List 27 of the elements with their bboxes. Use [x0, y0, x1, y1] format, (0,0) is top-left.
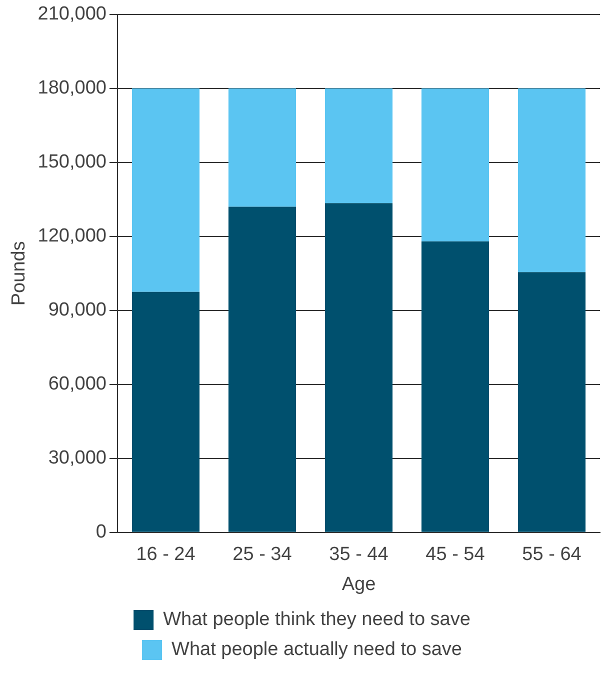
bar [228, 206, 296, 532]
x-axis-title: Age [342, 574, 376, 595]
bar [132, 88, 200, 292]
y-tick-label: 210,000 [38, 4, 106, 25]
bar [132, 292, 200, 532]
bar [518, 88, 586, 272]
x-tick-label: 16 - 24 [136, 544, 196, 566]
bar [518, 272, 586, 532]
bar [421, 88, 490, 242]
y-tick-label: 120,000 [38, 226, 106, 247]
x-tick-label: 25 - 34 [232, 544, 292, 566]
y-tick-label: 0 [96, 522, 106, 543]
x-tick-label: 35 - 44 [329, 544, 389, 566]
bar [421, 241, 490, 532]
legend-label: What people actually need to save [172, 639, 462, 660]
y-tick-label: 180,000 [38, 78, 106, 99]
y-tick-label: 150,000 [38, 152, 106, 173]
bar [324, 203, 393, 532]
y-axis-title: Pounds [8, 241, 30, 306]
x-tick-label: 55 - 64 [522, 544, 582, 566]
bar [324, 88, 393, 204]
bar [228, 88, 296, 207]
x-tick-label: 45 - 54 [426, 544, 486, 566]
y-tick-label: 90,000 [48, 300, 106, 321]
y-tick-label: 60,000 [48, 374, 106, 395]
legend-label: What people think they need to save [163, 609, 470, 630]
y-tick-label: 30,000 [48, 448, 106, 469]
